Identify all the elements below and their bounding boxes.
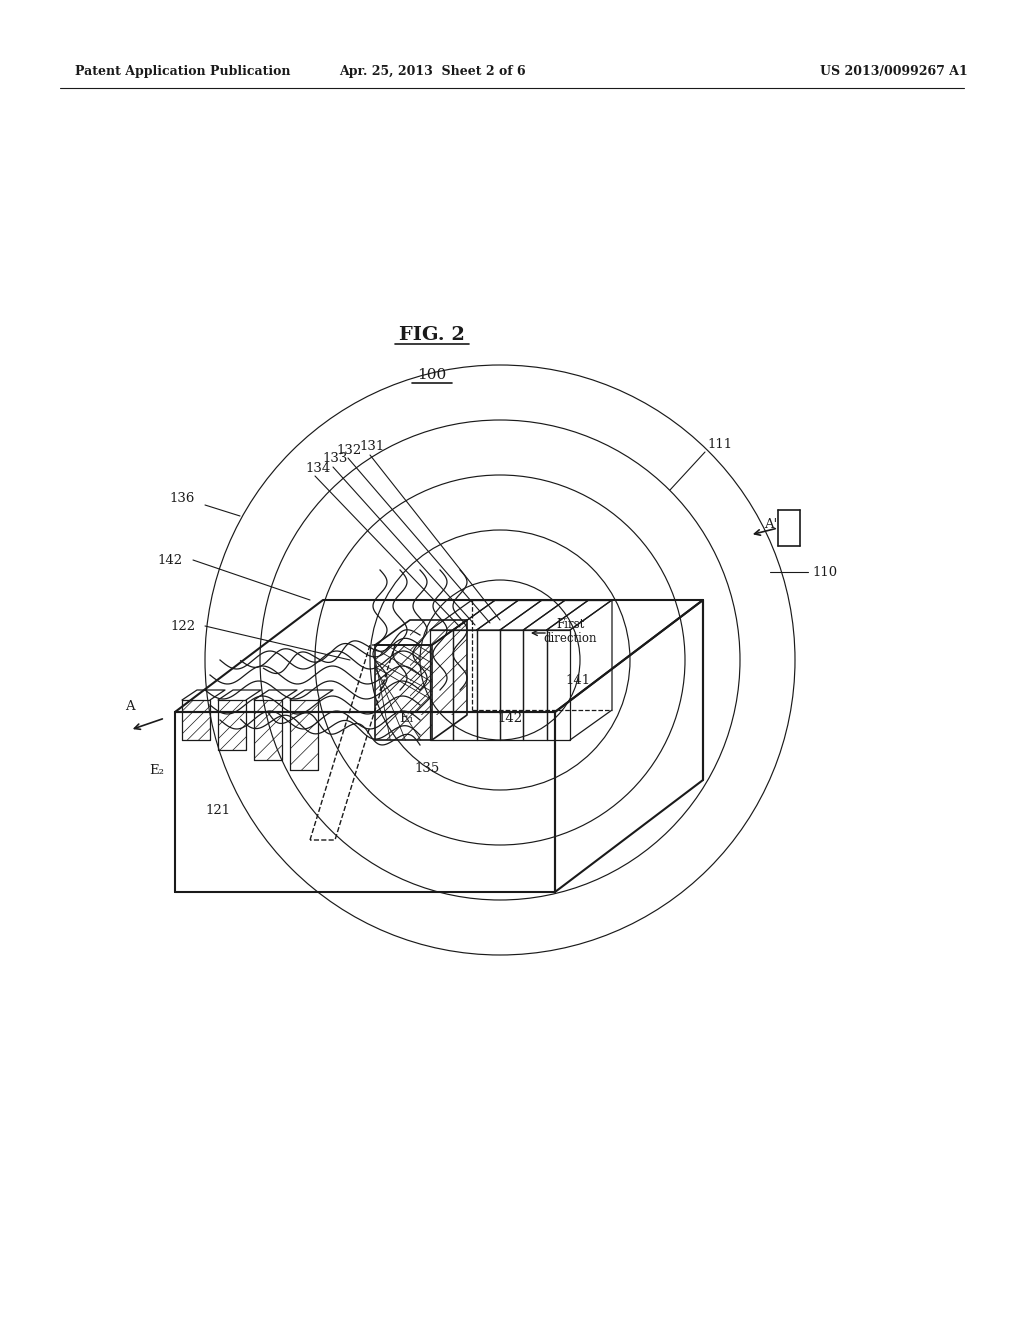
Text: 111: 111 [708,438,732,451]
Text: 100: 100 [418,368,446,381]
Text: E₂: E₂ [150,763,165,776]
Text: 142: 142 [158,553,182,566]
Text: 121: 121 [206,804,230,817]
Text: A: A [125,701,135,714]
Text: 135: 135 [415,762,439,775]
Text: 110: 110 [812,565,838,578]
Text: FIG. 2: FIG. 2 [399,326,465,345]
Text: 131: 131 [359,441,385,454]
Text: US 2013/0099267 A1: US 2013/0099267 A1 [820,66,968,78]
Text: 136: 136 [169,491,195,504]
Text: A': A' [764,519,777,532]
Text: 141: 141 [565,673,591,686]
Text: 132: 132 [336,444,361,457]
Text: 134: 134 [305,462,331,474]
Text: 133: 133 [323,453,348,466]
Text: Patent Application Publication: Patent Application Publication [75,66,291,78]
Text: E₁: E₁ [399,711,415,725]
Text: direction: direction [544,631,597,644]
Text: First: First [556,618,584,631]
Text: 122: 122 [170,619,196,632]
Text: Apr. 25, 2013  Sheet 2 of 6: Apr. 25, 2013 Sheet 2 of 6 [339,66,525,78]
Text: 142: 142 [498,711,522,725]
